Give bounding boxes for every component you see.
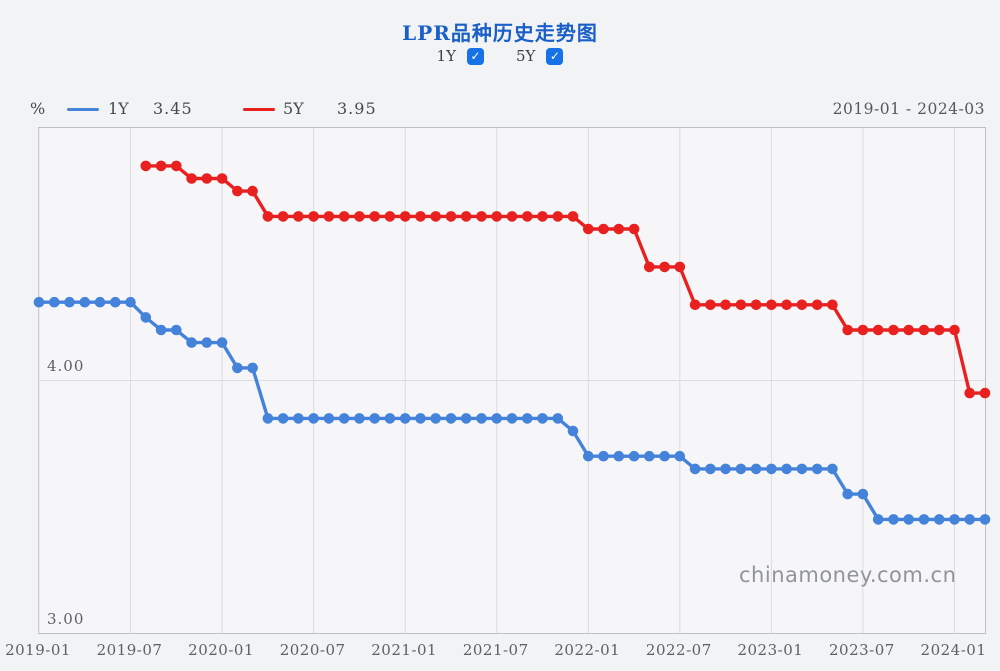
legend-bar: % 1Y 3.45 5Y 3.95 2019-01 - 2024-03 <box>0 99 1000 123</box>
5y-legend-line-swatch <box>243 108 275 111</box>
y-axis-unit-label: % <box>30 99 46 118</box>
series-line-5Y <box>145 164 985 395</box>
y-axis-tick-4.00: 4.00 <box>47 357 85 375</box>
watermark: chinamoney.com.cn <box>739 563 957 587</box>
x-axis-tick-label: 2020-07 <box>279 641 346 659</box>
chart-canvas <box>33 128 991 633</box>
page-title: LPR品种历史走势图 <box>402 21 598 45</box>
x-axis-tick-label: 2019-01 <box>5 641 71 659</box>
1y-legend-name: 1Y <box>108 99 129 118</box>
series-line-1Y <box>39 300 985 522</box>
1y-checkbox[interactable]: ✓ <box>467 47 484 65</box>
checkmark-icon: ✓ <box>549 49 560 63</box>
5y-checkbox[interactable]: ✓ <box>546 47 564 65</box>
x-axis-tick-label: 2022-07 <box>645 641 712 659</box>
x-axis-tick-label: 2019-07 <box>96 641 163 659</box>
series-toggle-bar: 1Y ✓ 5Y ✓ <box>0 47 1000 65</box>
x-axis-tick-label: 2020-01 <box>188 641 255 659</box>
x-axis-tick-label: 2023-07 <box>829 641 895 659</box>
x-axis-label-row: 2019-01 2019-07 2020-01 2020-07 2021-01 2021-… <box>0 641 1000 663</box>
y-axis-tick-3.00: 3.00 <box>47 610 85 628</box>
5y-checkbox-label: 5Y <box>516 47 536 65</box>
x-axis-tick-label: 2023-01 <box>737 641 804 659</box>
chart-plot-area: 4.00 3.00 chinamoney.com.cn <box>33 127 991 634</box>
1y-checkbox-label: 1Y <box>436 47 456 65</box>
x-axis-tick-label: 2022-01 <box>554 641 621 659</box>
1y-legend-line-swatch <box>67 108 99 111</box>
date-range-label: 2019-01 - 2024-03 <box>832 100 985 118</box>
5y-current-value: 3.95 <box>337 99 377 118</box>
checkmark-icon: ✓ <box>470 49 481 63</box>
1y-current-value: 3.45 <box>153 99 193 118</box>
x-axis-tick-label: 2021-07 <box>462 641 529 659</box>
x-axis-tick-label: 2024-01 <box>920 641 987 659</box>
5y-legend-name: 5Y <box>283 99 304 118</box>
x-axis-tick-label: 2021-01 <box>371 641 438 659</box>
